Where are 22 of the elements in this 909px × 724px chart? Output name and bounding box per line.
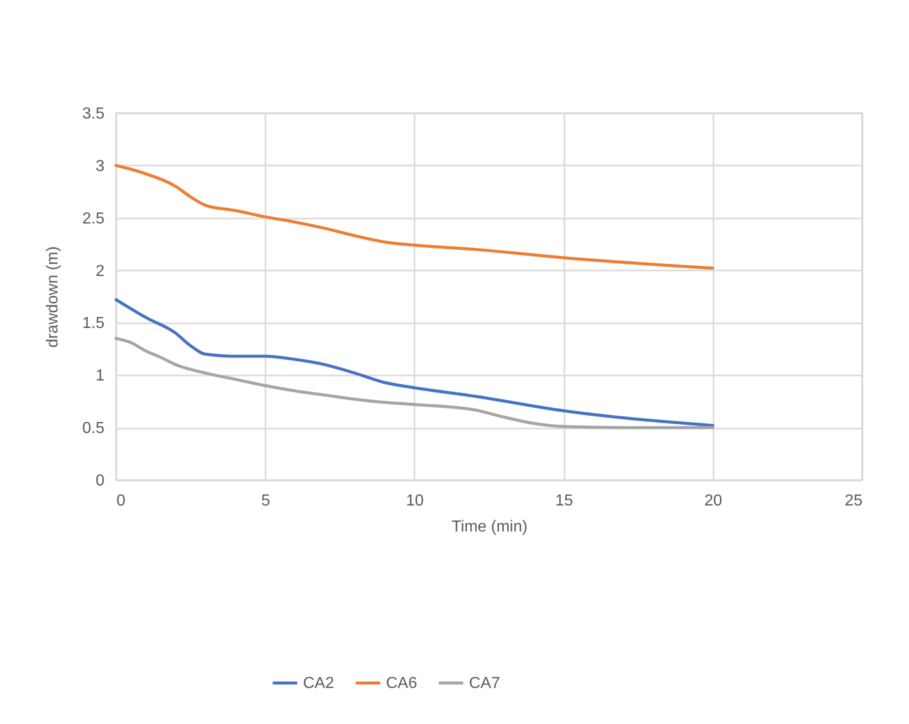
legend-label: CA6 — [386, 675, 418, 692]
y-tick-label: 3 — [96, 158, 105, 175]
x-tick-label: 20 — [704, 492, 722, 510]
y-tick-label: 1.5 — [82, 315, 105, 332]
legend-label: CA7 — [469, 675, 500, 692]
y-tick-label: 2.5 — [82, 210, 105, 228]
x-tick-label: 10 — [406, 492, 424, 510]
x-tick-label: 0 — [116, 492, 126, 510]
x-tick-label: 25 — [844, 492, 863, 510]
y-tick-label: 0.5 — [82, 420, 105, 438]
line-series — [114, 336, 714, 430]
x-tick-label: 5 — [261, 492, 270, 510]
y-tick-label: 1 — [96, 368, 105, 385]
line-series — [114, 164, 714, 270]
legend-label: CA2 — [303, 675, 334, 692]
x-axis-title: Time (min) — [452, 518, 528, 536]
x-tick-label: 15 — [555, 492, 574, 510]
y-tick-label: 2 — [96, 262, 105, 280]
y-tick-label: 3.5 — [82, 106, 105, 122]
line-series — [114, 298, 714, 427]
y-tick-label: 0 — [96, 472, 105, 490]
y-axis-title: drawdown (m) — [44, 246, 62, 348]
